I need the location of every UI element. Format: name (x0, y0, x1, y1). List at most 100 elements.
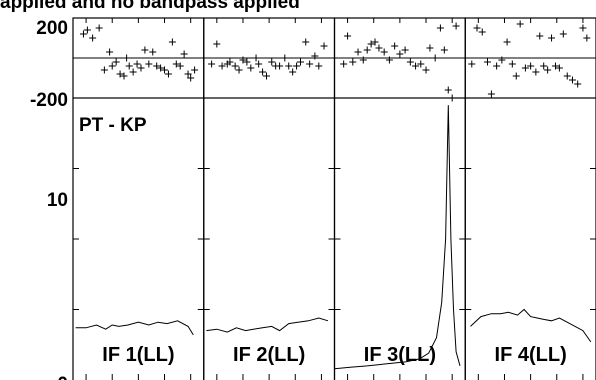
phase-point (289, 68, 297, 76)
phase-point (311, 52, 319, 60)
phase-point (133, 60, 141, 68)
phase-point (508, 60, 516, 68)
phase-point (493, 62, 501, 70)
phase-point (281, 54, 289, 62)
phase-point (340, 60, 348, 68)
phase-point (123, 54, 131, 62)
phase-point (297, 58, 305, 66)
phase-point (440, 46, 448, 54)
phase-point (231, 62, 239, 70)
phase-point (208, 60, 216, 68)
phase-point (320, 42, 328, 50)
phase-point (141, 46, 149, 54)
phase-point (161, 66, 169, 74)
phase-point (315, 62, 323, 70)
phase-point (544, 66, 552, 74)
phase-top-tick-label: 200 (36, 18, 68, 39)
phase-point (448, 94, 456, 102)
phase-point (168, 38, 176, 46)
amplitude-line (334, 105, 461, 370)
baseline-label: PT - KP (79, 115, 147, 136)
phase-point (452, 22, 460, 30)
phase-point (149, 48, 157, 56)
phase-point (548, 34, 556, 42)
phase-point (239, 56, 247, 64)
phase-point (498, 56, 506, 64)
phase-point (137, 64, 145, 72)
phase-point (125, 62, 133, 70)
phase-point (579, 24, 587, 32)
phase-point (568, 76, 576, 84)
phase-point (487, 90, 495, 98)
phase-point (521, 64, 529, 72)
phase-point (344, 32, 352, 40)
phase-point (422, 66, 430, 74)
phase-point (503, 38, 511, 46)
panel-3: IF 3(LL) (333, 17, 466, 380)
phase-point (226, 58, 234, 66)
amp-tick-label-0: 0 (57, 374, 68, 380)
phase-point (483, 58, 491, 66)
phase-point (359, 56, 367, 64)
panels-group: IF 1(LL) IF 2(LL) IF 3(LL) IF 4(LL) (72, 17, 596, 380)
phase-point (417, 60, 425, 68)
phase-point (375, 44, 383, 52)
phase-point (285, 62, 293, 70)
phase-point (95, 24, 103, 32)
phase-point (145, 60, 153, 68)
phase-point (268, 58, 276, 66)
amplitude-line (75, 320, 194, 336)
panel-2: IF 2(LL) (203, 17, 336, 380)
phase-point (112, 58, 120, 66)
plot-title-fragment: applied and no bandpass applied (0, 0, 300, 13)
phase-point (255, 60, 263, 68)
phase-point (574, 80, 582, 88)
phase-point (259, 68, 267, 76)
phase-point (367, 40, 375, 48)
phase-point (184, 70, 192, 78)
phase-point (473, 24, 481, 32)
phase-point (354, 48, 362, 56)
phase-point (302, 38, 310, 46)
phase-point (180, 50, 188, 58)
phase-point (129, 68, 137, 76)
phase-point (187, 74, 195, 82)
panel-label: IF 2(LL) (233, 344, 305, 366)
phase-point (555, 64, 563, 72)
phase-point (172, 60, 180, 68)
phase-point (516, 20, 524, 28)
phase-point (536, 32, 544, 40)
phase-point (551, 62, 559, 70)
phase-point (153, 62, 161, 70)
phase-point (100, 66, 108, 74)
phase-point (213, 40, 221, 48)
phase-point (512, 72, 520, 80)
panel-4: IF 4(LL) (464, 17, 596, 380)
phase-point (444, 86, 452, 94)
phase-point (116, 70, 124, 78)
amp-tick-label-10: 10 (47, 190, 68, 211)
phase-point (157, 64, 165, 72)
phase-point (406, 58, 414, 66)
phase-point (431, 54, 439, 62)
panel-label: IF 1(LL) (102, 344, 174, 366)
phase-point (468, 60, 476, 68)
phase-point (108, 62, 116, 70)
phase-point (120, 72, 128, 80)
phase-point (371, 38, 379, 46)
phase-point (363, 46, 371, 54)
phase-point (293, 62, 301, 70)
phase-point (164, 70, 172, 78)
phase-point (176, 62, 184, 70)
phase-point (89, 34, 97, 42)
phase-point (478, 28, 486, 36)
phase-point (436, 24, 444, 32)
phase-point (385, 56, 393, 64)
phase-point (532, 68, 540, 76)
phase-point (391, 42, 399, 50)
phase-point (527, 62, 535, 70)
phase-point (106, 48, 114, 56)
phase-point (79, 30, 87, 38)
phase-point (235, 66, 243, 74)
